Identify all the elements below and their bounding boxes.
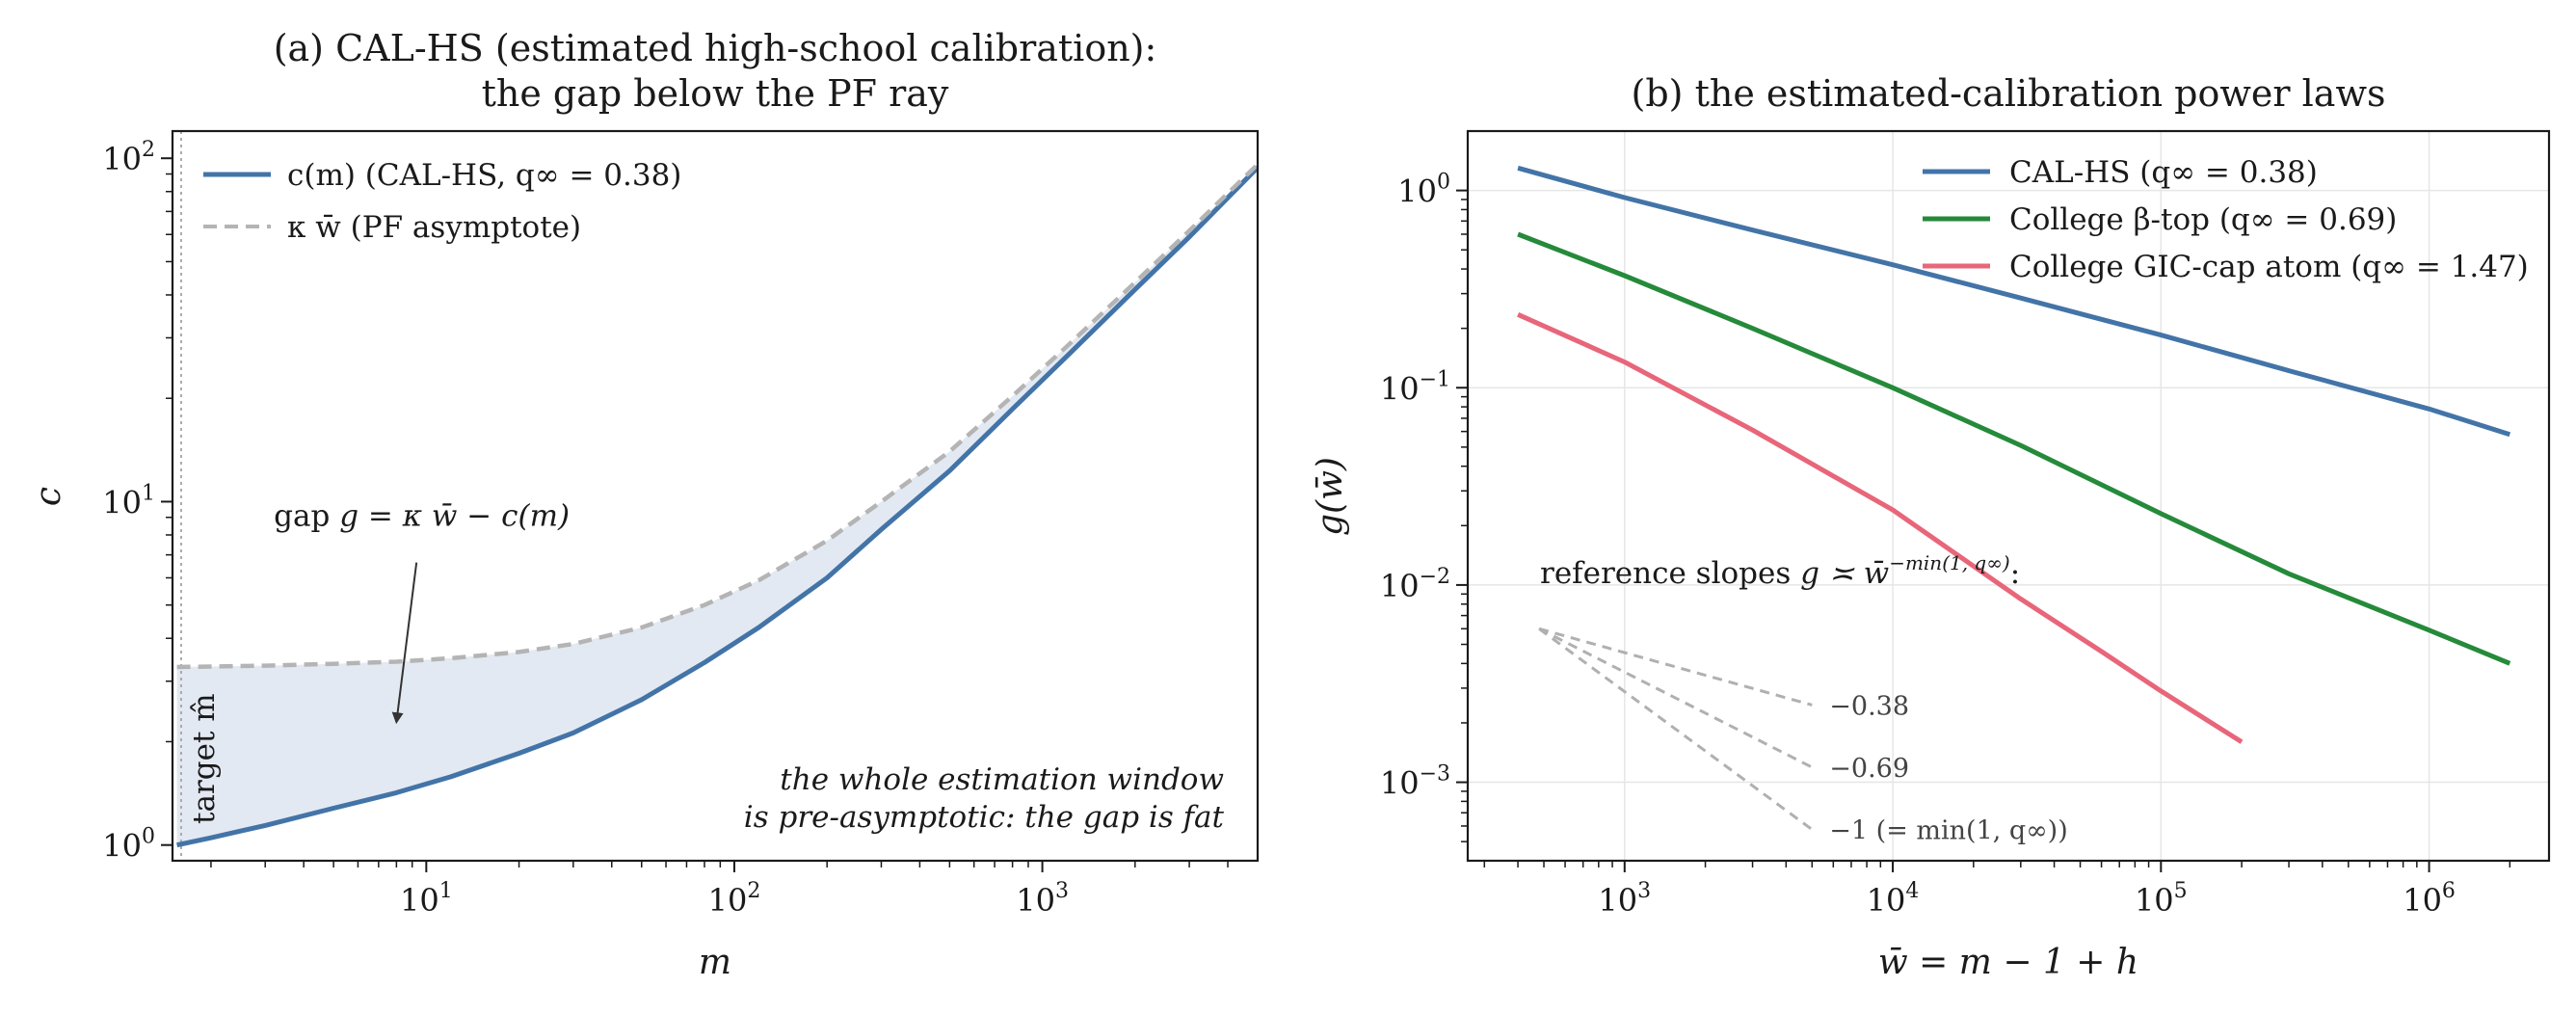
reference-slopes-title: reference slopes g ≍ w̄−min(1, q∞): [1540, 551, 2020, 591]
panel-a-note-line1: the whole estimation window [780, 762, 1224, 797]
reference-slope-line [1538, 627, 1814, 831]
panel-b-xtick-label: 103 [1598, 879, 1651, 919]
panel-b-frame [1466, 129, 2551, 863]
gap-shaded-region [176, 164, 1258, 845]
panel-a-title-line2: the gap below the PF ray [482, 72, 949, 115]
panel-b: (b) the estimated-calibration power laws… [1311, 72, 2551, 982]
reference-slope-label: −0.69 [1829, 754, 1909, 784]
series-line-college-beta-top [1517, 231, 2511, 666]
legend-label-c-m: c(m) (CAL-HS, q∞ = 0.38) [287, 158, 681, 193]
reference-slope-label: −0.38 [1829, 691, 1909, 721]
legend-label-cal-hs: CAL-HS (q∞ = 0.38) [2009, 155, 2318, 190]
panel-a-legend: c(m) (CAL-HS, q∞ = 0.38) κ w̄ (PF asympt… [203, 158, 681, 245]
panel-a-ylabel: c [29, 487, 68, 506]
panel-b-ytick-label: 100 [1397, 171, 1450, 210]
panel-b-ylabel: g(w̄) [1311, 457, 1350, 536]
reference-slope-label: −1 (= min(1, q∞)) [1829, 816, 2067, 846]
panel-a-ytick-label: 101 [102, 481, 155, 520]
reference-slope-line [1538, 627, 1813, 707]
panel-a-xlabel: m [699, 943, 731, 982]
panel-a-note-line2: is pre-asymptotic: the gap is fat [744, 800, 1225, 835]
panel-a-ytick-label: 100 [102, 825, 155, 865]
series-line-c-m [176, 166, 1258, 848]
series-line-pf-asymptote [176, 162, 1258, 670]
panel-b-title: (b) the estimated-calibration power laws [1632, 72, 2386, 115]
panel-b-ytick-label: 10−1 [1380, 367, 1450, 407]
panel-b-xtick-label: 105 [2135, 879, 2188, 919]
panel-b-ytick-label: 10−3 [1380, 762, 1450, 802]
panel-a-ytick-label: 102 [102, 138, 155, 177]
panel-b-xtick-label: 104 [1867, 879, 1920, 919]
series-line-cal-hs [1517, 165, 2511, 438]
reference-slope-line [1538, 627, 1813, 769]
panel-a-title-line1: (a) CAL-HS (estimated high-school calibr… [274, 27, 1157, 69]
panel-a-xtick-label: 102 [708, 879, 761, 919]
target-m-hat-label: target m̂ [187, 693, 222, 824]
panel-a: (a) CAL-HS (estimated high-school calibr… [29, 27, 1260, 982]
panel-a-xtick-label: 103 [1016, 879, 1069, 919]
gap-annotation-arrow [391, 562, 418, 725]
panel-b-ytick-label: 10−2 [1380, 565, 1450, 604]
panel-b-xtick-label: 106 [2403, 879, 2456, 919]
legend-label-pf-asymptote: κ w̄ (PF asymptote) [287, 210, 581, 245]
panel-b-legend: CAL-HS (q∞ = 0.38) College β-top (q∞ = 0… [1923, 155, 2529, 284]
legend-label-college-beta-top: College β-top (q∞ = 0.69) [2009, 202, 2397, 237]
panel-b-xlabel: w̄ = m − 1 + h [1878, 943, 2138, 982]
panel-a-xtick-label: 101 [400, 879, 453, 919]
panel-a-frame [171, 129, 1260, 863]
legend-label-college-gic-cap: College GIC-cap atom (q∞ = 1.47) [2009, 250, 2529, 284]
gap-annotation-label: gap g = κ w̄ − c(m) [274, 499, 570, 534]
series-line-college-gic-cap [1517, 312, 2244, 744]
